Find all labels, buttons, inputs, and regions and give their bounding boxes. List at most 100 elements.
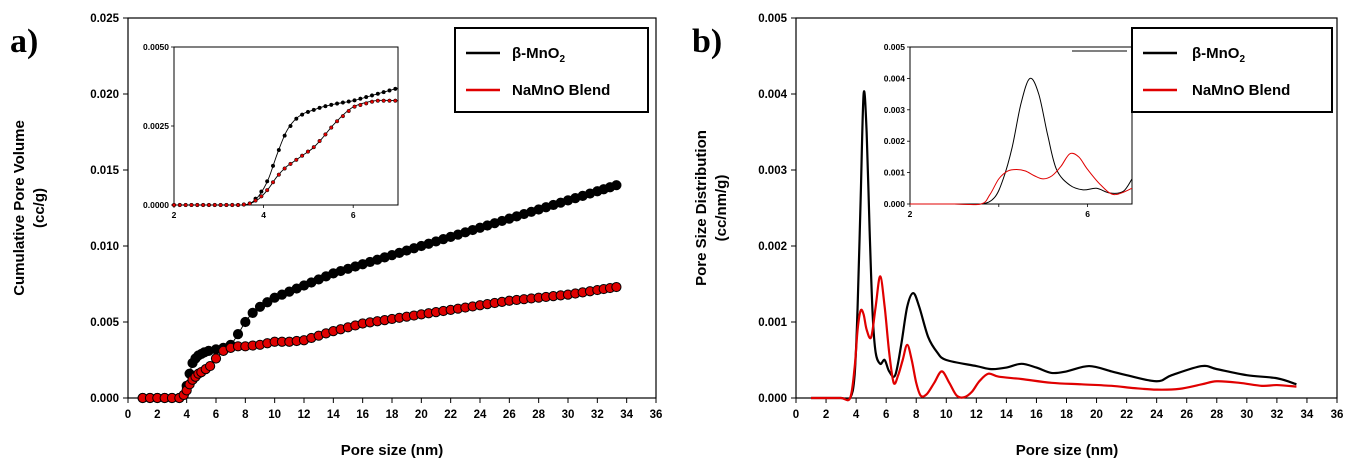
- panel-b-x-tick-label: 14: [1000, 409, 1013, 421]
- inset-point-namno-blend: [323, 132, 328, 137]
- panel-b-x-tick-label: 0: [793, 409, 799, 421]
- panel-b-x-tick-label: 34: [1301, 409, 1314, 421]
- panel-b-x-axis-title: Pore size (nm): [1016, 442, 1119, 459]
- panel-b-y-tick-label: 0.003: [758, 165, 787, 177]
- inset-point-namno-blend: [212, 202, 217, 208]
- legend-label-beta-mno2: β-MnO2: [1192, 45, 1245, 65]
- inset-point-namno-blend: [171, 202, 177, 208]
- panel-a-inset-y-tick-label: 0.0000: [143, 200, 169, 210]
- panel-a-inset-x-tick-label: 6: [351, 210, 356, 220]
- panel-a-x-tick-label: 20: [415, 409, 428, 421]
- panel-b-x-tick-label: 16: [1030, 409, 1043, 421]
- inset-point-namno-blend: [305, 149, 311, 154]
- panel-b-y-tick-label: 0.004: [758, 89, 787, 101]
- legend-label-namno-blend: NaMnO Blend: [512, 82, 610, 99]
- inset-point-beta-mno2: [265, 179, 270, 184]
- data-point-beta-mno2: [262, 297, 273, 308]
- panel-b-x-tick-label: 18: [1060, 409, 1073, 421]
- panel-b-x-tick-label: 10: [940, 409, 953, 421]
- inset-point-beta-mno2: [259, 189, 264, 194]
- inset-point-namno-blend: [340, 114, 345, 119]
- panel-b-x-tick-label: 12: [970, 409, 983, 421]
- panel-a-inset-series: [171, 86, 399, 208]
- panel-a-x-tick-label: 34: [620, 409, 633, 421]
- inset-point-beta-mno2: [364, 95, 369, 100]
- inset-point-namno-blend: [358, 102, 363, 108]
- inset-point-namno-blend: [247, 201, 252, 206]
- panel-b-inset-y-tick-label: 0.004: [884, 73, 906, 83]
- inset-point-beta-mno2: [294, 116, 299, 121]
- panel-a-x-tick-label: 10: [268, 409, 281, 421]
- inset-point-namno-blend: [335, 119, 340, 124]
- panel-b-x-tick-label: 2: [823, 409, 829, 421]
- panel-a-x-tick-label: 18: [386, 409, 399, 421]
- inset-point-beta-mno2: [381, 90, 386, 95]
- panel-a-inset-axes: 2 4 6 0.0000 0.0025 0.0050: [143, 42, 356, 220]
- panel-b-x-tick-label: 4: [853, 409, 860, 421]
- panel-b-legend: β-MnO2 NaMnO Blend: [1131, 27, 1333, 113]
- inset-point-namno-blend: [195, 202, 200, 208]
- panel-a-series: [137, 180, 622, 404]
- series-line-beta-mno2: [811, 90, 1297, 401]
- inset-point-beta-mno2: [276, 147, 281, 153]
- panel-a-x-tick-label: 28: [532, 409, 545, 421]
- inset-point-namno-blend: [189, 202, 194, 208]
- panel-a-y-axis: 0.000 0.005 0.010 0.015 0.020 0.025: [90, 13, 128, 405]
- data-point-beta-mno2: [611, 180, 622, 191]
- panel-a-legend: β-MnO2 NaMnO Blend: [454, 27, 649, 113]
- panel-a-x-tick-label: 6: [213, 409, 219, 421]
- inset-point-beta-mno2: [305, 109, 311, 114]
- legend-label-beta-mno2: β-MnO2: [512, 45, 565, 65]
- inset-point-namno-blend: [253, 198, 258, 203]
- inset-point-beta-mno2: [317, 105, 322, 110]
- panel-a-inset-x-tick-label: 2: [172, 210, 177, 220]
- inset-point-namno-blend: [276, 172, 281, 177]
- panel-b-x-tick-label: 24: [1150, 409, 1163, 421]
- panel-a-inset-y-tick-label: 0.0025: [143, 121, 169, 131]
- panel-a-x-tick-label: 24: [474, 409, 487, 421]
- panel-b-legend-box: [1131, 27, 1333, 113]
- panel-b-y-tick-label: 0.005: [758, 13, 787, 25]
- panel-a-x-tick-label: 12: [298, 409, 311, 421]
- inset-point-namno-blend: [346, 108, 351, 114]
- panel-a-x-tick-label: 26: [503, 409, 516, 421]
- data-point-namno-blend: [205, 360, 216, 372]
- panel-b-inset-y-tick-label: 0.001: [884, 168, 906, 178]
- inset-point-namno-blend: [311, 145, 316, 150]
- panel-a-inset-x-tick-label: 4: [261, 210, 266, 220]
- panel-b-y-axis: 0.000 0.001 0.002 0.003 0.004 0.005: [758, 13, 796, 405]
- panel-b: b) 0 2 4 6 8 10 12 14 16 18 20 22 24 26 28 30 32 34 36 0.0…: [692, 13, 1343, 459]
- panel-a-x-tick-label: 8: [242, 409, 249, 421]
- panel-b-inset-axes: 2 6 0.000 0.001 0.002 0.003 0.004 0.005: [884, 42, 1091, 219]
- inset-point-beta-mno2: [323, 104, 328, 109]
- inset-point-namno-blend: [375, 98, 380, 103]
- panel-a-x-tick-label: 0: [125, 409, 131, 421]
- panel-b-inset: 2 6 0.000 0.001 0.002 0.003 0.004 0.005: [884, 42, 1133, 219]
- inset-point-namno-blend: [218, 202, 223, 208]
- inset-point-beta-mno2: [346, 99, 351, 104]
- panel-a-y-axis-title-line1: Cumulative Pore Volume: [11, 120, 28, 296]
- panel-a-y-tick-label: 0.015: [90, 165, 119, 177]
- panel-a-x-tick-label: 14: [327, 409, 340, 421]
- inset-point-namno-blend: [177, 202, 182, 208]
- panel-a-x-tick-label: 32: [591, 409, 604, 421]
- panel-b-x-tick-label: 28: [1210, 409, 1223, 421]
- inset-point-beta-mno2: [288, 123, 293, 129]
- inset-point-beta-mno2: [352, 98, 357, 103]
- series-line-namno-blend: [811, 275, 1297, 402]
- panel-b-x-tick-label: 8: [913, 409, 920, 421]
- inset-point-namno-blend: [224, 202, 229, 208]
- inset-point-beta-mno2: [329, 102, 334, 107]
- data-point-beta-mno2: [240, 316, 251, 328]
- panel-a-y-tick-label: 0.020: [90, 89, 119, 101]
- panel-b-y-tick-label: 0.000: [758, 393, 787, 405]
- panel-a-label: a): [10, 23, 38, 60]
- inset-point-namno-blend: [369, 99, 375, 104]
- inset-point-beta-mno2: [282, 133, 287, 138]
- inset-point-beta-mno2: [340, 100, 345, 105]
- inset-point-namno-blend: [265, 188, 270, 193]
- panel-b-inset-x-tick-label: 6: [1085, 209, 1090, 219]
- inset-line-beta-mno2: [910, 77, 1133, 205]
- inset-point-beta-mno2: [335, 101, 340, 106]
